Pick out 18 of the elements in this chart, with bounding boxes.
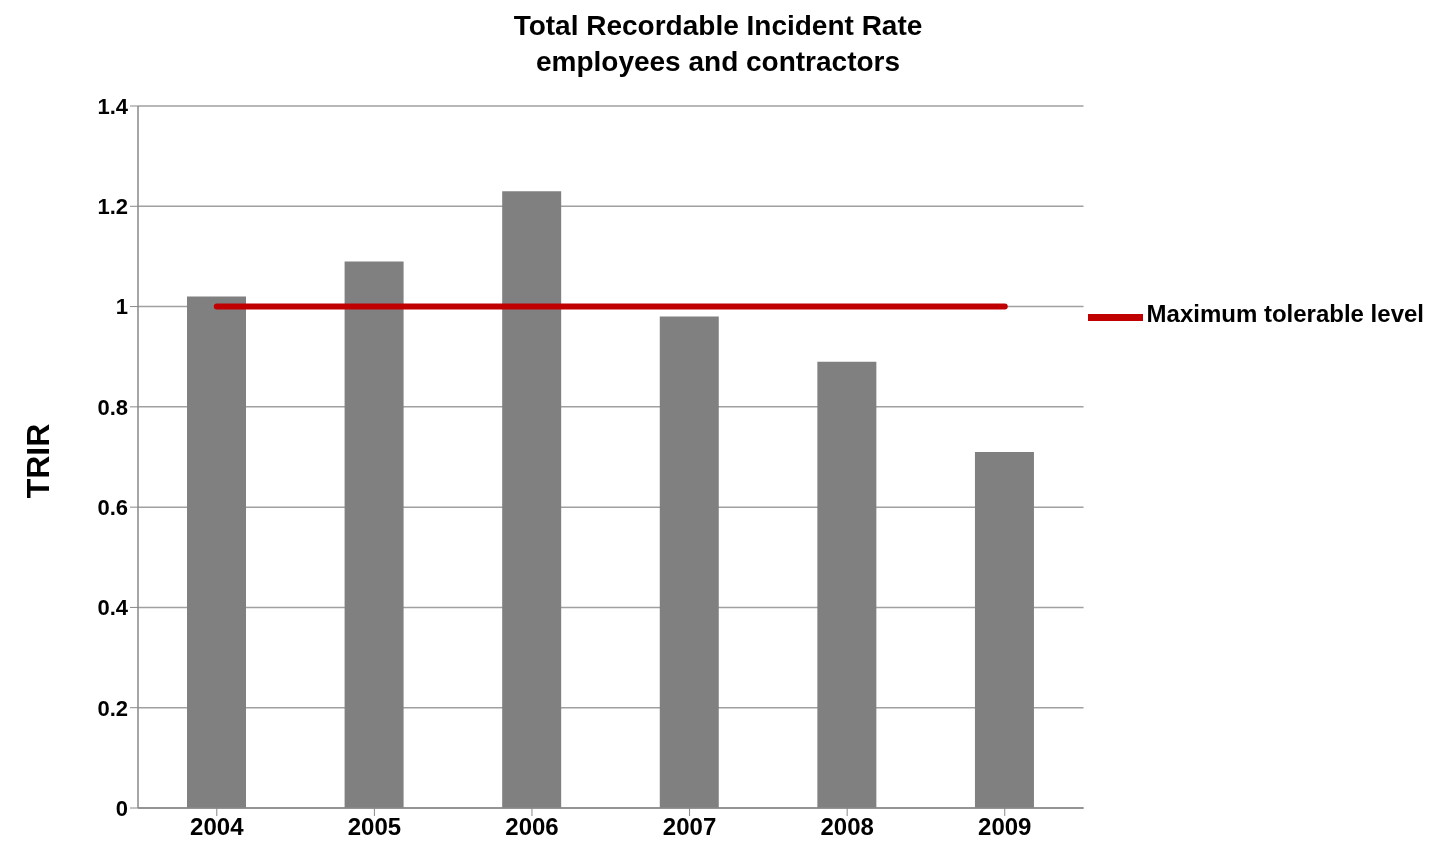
y-tick-label: 0	[115, 795, 128, 821]
x-tick-label: 2005	[347, 813, 402, 841]
x-tick-label: 2004	[190, 813, 245, 841]
x-tick-label: 2006	[505, 813, 559, 841]
legend-label: Maximum tolerable level	[1146, 299, 1424, 327]
y-tick-label: 0.6	[97, 494, 128, 520]
x-tick-label: 2007	[662, 813, 717, 841]
chart-subtitle: employees and contractors	[534, 45, 902, 79]
y-axis-title: TRIR	[19, 423, 57, 499]
y-tick-label: 1.4	[97, 93, 129, 119]
x-tick-label: 2008	[820, 813, 874, 841]
y-tick-label: 1.2	[97, 194, 128, 220]
y-tick-label: 0.8	[97, 394, 128, 420]
x-tick-label: 2009	[978, 813, 1032, 841]
y-tick-label: 1	[115, 294, 128, 320]
chart-title: Total Recordable Incident Rate	[512, 9, 924, 43]
y-tick-label: 0.2	[97, 695, 128, 721]
y-tick-label: 0.4	[97, 595, 129, 621]
